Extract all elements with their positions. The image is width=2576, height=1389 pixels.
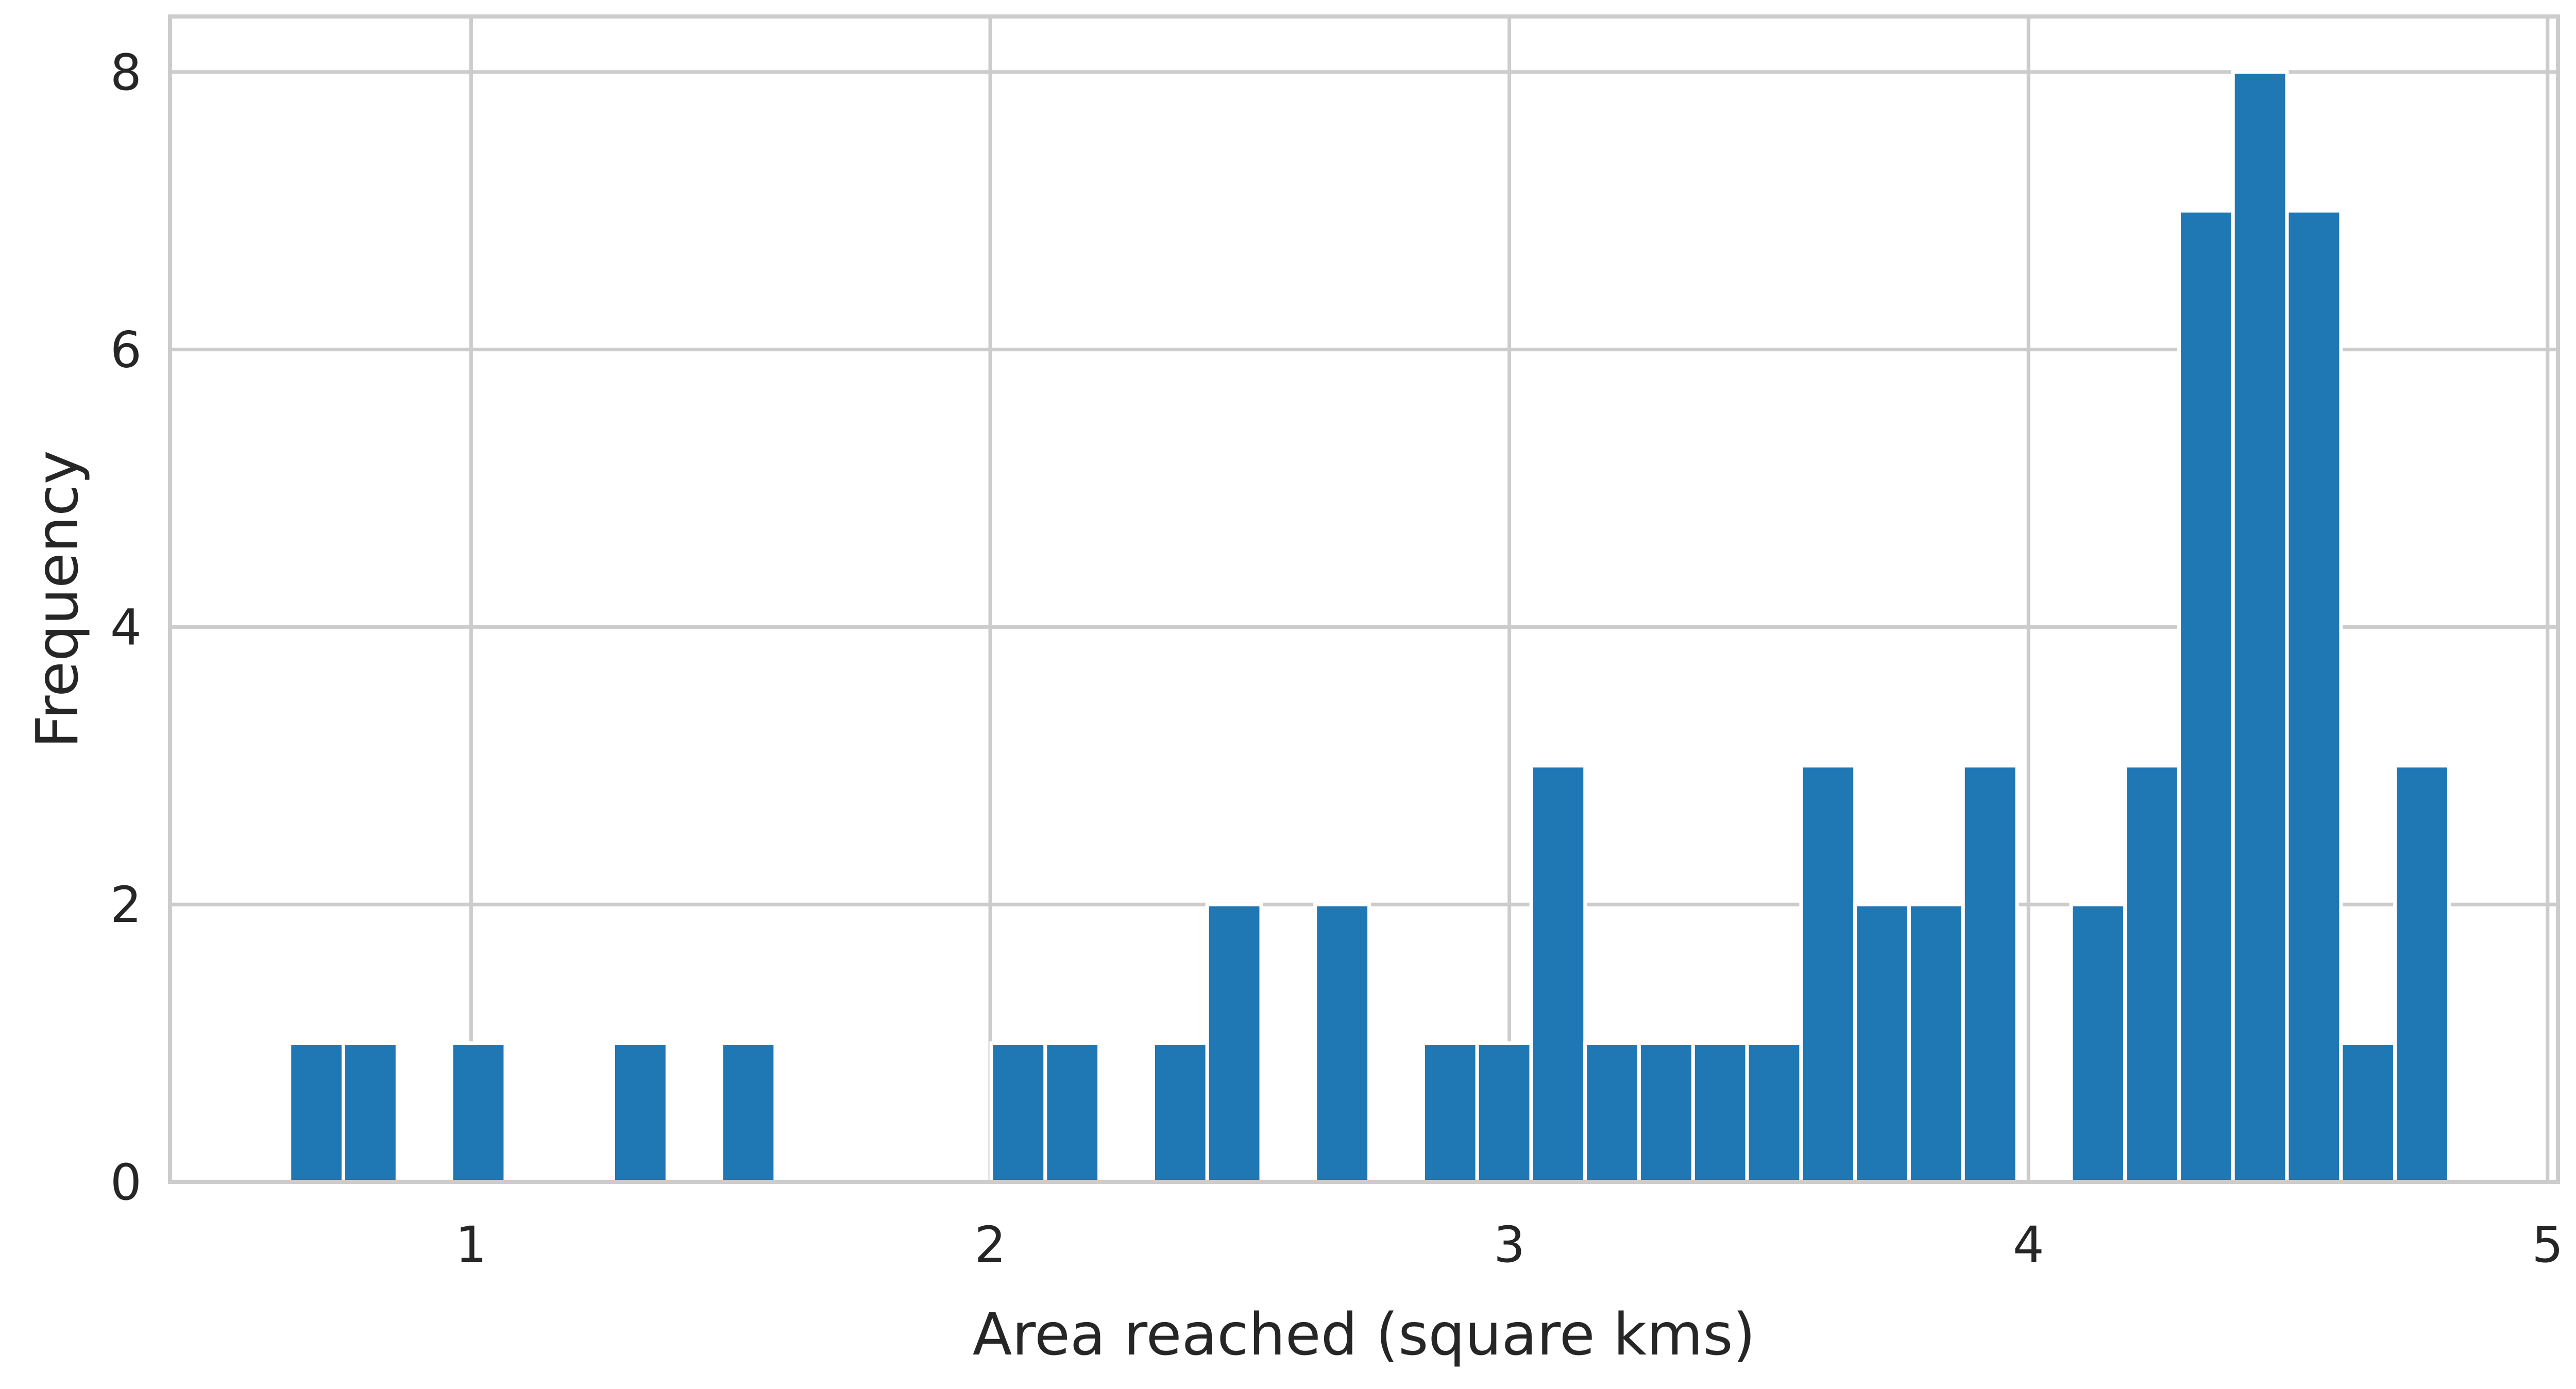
- histogram-bar: [1583, 1041, 1641, 1184]
- histogram-bar: [1421, 1041, 1479, 1184]
- histogram-bar: [1745, 1041, 1803, 1184]
- histogram-bar: [2069, 902, 2127, 1184]
- histogram-bar: [1691, 1041, 1749, 1184]
- y-tick-label: 0: [110, 1154, 142, 1211]
- tick-layer: 1 2 3 4 5 0 2 4 6 8: [110, 44, 2563, 1274]
- x-tick-label: 1: [455, 1216, 487, 1274]
- y-tick-label: 2: [110, 876, 142, 934]
- x-tick-label: 4: [2013, 1216, 2044, 1274]
- histogram-bar: [1205, 902, 1263, 1184]
- histogram-bar: [342, 1041, 399, 1184]
- histogram-bar: [719, 1041, 777, 1184]
- histogram-bar: [1853, 902, 1911, 1184]
- histogram-bar: [611, 1041, 669, 1184]
- histogram-bar: [1907, 902, 1965, 1184]
- histogram-bar: [1475, 1041, 1533, 1184]
- y-tick-label: 4: [110, 598, 142, 656]
- histogram-bar: [1961, 764, 2019, 1184]
- y-tick-label: 6: [110, 321, 142, 379]
- histogram-bar: [1043, 1041, 1101, 1184]
- histogram-bar: [1313, 902, 1371, 1184]
- x-tick-label: 5: [2532, 1216, 2563, 1274]
- plot-frame: [168, 14, 2560, 1184]
- x-tick-label: 2: [974, 1216, 1006, 1274]
- histogram-bar: [1529, 764, 1587, 1184]
- histogram-bar: [2393, 764, 2451, 1184]
- histogram-bar: [287, 1041, 346, 1184]
- histogram-bar: [449, 1041, 507, 1184]
- x-tick-label: 3: [1494, 1216, 1525, 1274]
- histogram-bar: [1637, 1041, 1695, 1184]
- histogram-bar: [2339, 1041, 2397, 1184]
- histogram-bar: [2285, 209, 2343, 1184]
- y-axis-label: Frequency: [24, 450, 91, 748]
- histogram-bar: [1799, 764, 1857, 1184]
- histogram-bar: [2177, 209, 2235, 1184]
- histogram-bar: [2123, 764, 2181, 1184]
- x-axis-label: Area reached (square kms): [973, 1301, 1756, 1368]
- histogram-bar: [2231, 70, 2289, 1184]
- y-tick-label: 8: [110, 44, 142, 101]
- histogram-bar: [1151, 1041, 1209, 1184]
- histogram-bar: [989, 1041, 1047, 1184]
